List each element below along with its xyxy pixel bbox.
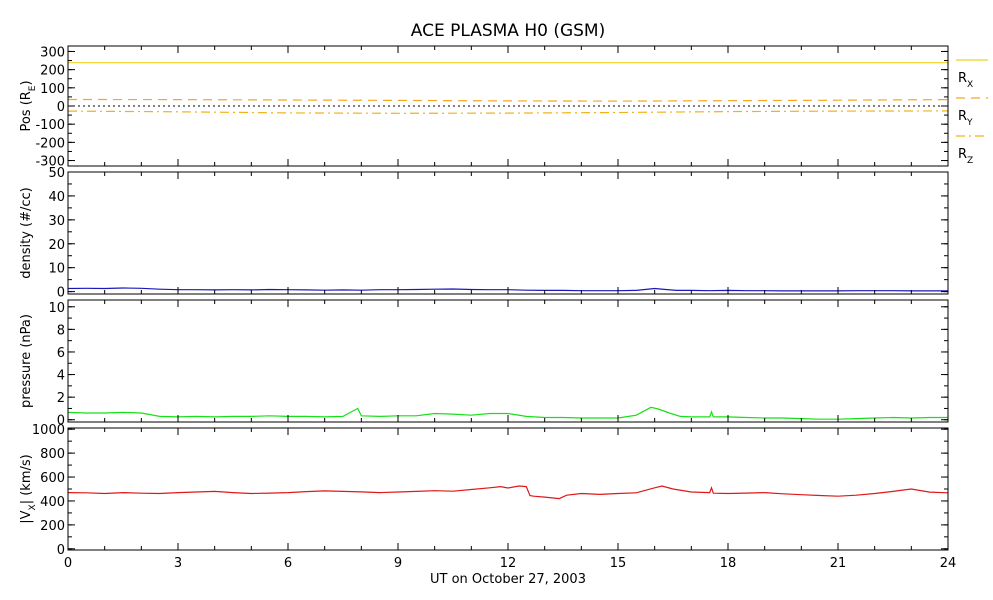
x-axis-label: UT on October 27, 2003 — [430, 572, 586, 587]
y-label-subscript: E — [28, 85, 38, 91]
pressure-panel: 10 8 6 4 2 0 pressure (nPa) — [19, 299, 949, 429]
y-label-text: |V — [19, 510, 34, 523]
legend-label-text: R — [958, 109, 967, 124]
y-label-subscript: X — [28, 504, 38, 510]
position-y-label: Pos (RE) — [19, 80, 38, 131]
y-tick-label: 40 — [48, 190, 65, 205]
x-tick-label: 9 — [394, 556, 402, 571]
y-label-tail: | (km/s) — [19, 454, 34, 504]
y-tick-label: 200 — [40, 64, 65, 79]
position-series-line-1 — [67, 98, 949, 102]
x-tick-label: 15 — [610, 556, 627, 571]
legend-label: RX — [958, 71, 973, 90]
x-tick-label: 21 — [830, 556, 847, 571]
y-tick-label: 8 — [57, 323, 65, 338]
density-y-ticks: 50 40 30 20 10 0 — [48, 166, 948, 301]
y-tick-label: 50 — [48, 166, 65, 181]
x-tick-label: 6 — [284, 556, 292, 571]
x-tick-label: 24 — [940, 556, 957, 571]
x-axis-ticks: 0 3 6 9 12 15 18 21 24 — [64, 46, 956, 571]
y-label-text: density (#/cc) — [19, 187, 34, 279]
position-series-line-2 — [67, 110, 949, 114]
velocity-series — [67, 485, 949, 500]
y-tick-label: 4 — [57, 369, 65, 384]
y-tick-label: 30 — [48, 214, 65, 229]
y-tick-label: 400 — [40, 495, 65, 510]
y-tick-label: 800 — [40, 447, 65, 462]
legend-label-text: R — [958, 71, 967, 86]
y-tick-label: 2 — [57, 391, 65, 406]
pressure-series — [67, 406, 948, 420]
legend-label-subscript: Z — [967, 156, 973, 166]
y-tick-label: 0 — [57, 414, 65, 429]
density-series — [67, 287, 948, 292]
x-tick-label: 3 — [174, 556, 182, 571]
density-plot-frame — [67, 171, 949, 295]
y-tick-label: 6 — [57, 346, 65, 361]
y-tick-label: -100 — [35, 118, 65, 133]
x-tick-label: 0 — [64, 556, 72, 571]
y-tick-label: 0 — [57, 100, 65, 115]
density-series-line-0 — [67, 287, 948, 292]
y-tick-label: -200 — [35, 136, 65, 151]
y-label-tail: ) — [19, 80, 34, 85]
velocity-panel: 1000 800 600 400 200 0 |VX| (km/s) — [19, 423, 949, 558]
pressure-plot-frame — [67, 299, 949, 423]
y-tick-label: 1000 — [32, 423, 65, 438]
velocity-series-line-0 — [67, 485, 949, 500]
pressure-y-ticks: 10 8 6 4 2 0 — [48, 301, 948, 429]
legend-label-subscript: Y — [966, 118, 973, 128]
legend-label-text: R — [958, 147, 967, 162]
y-tick-label: 600 — [40, 471, 65, 486]
y-tick-label: 0 — [57, 286, 65, 301]
y-label-text: pressure (nPa) — [19, 314, 34, 408]
x-tick-label: 12 — [500, 556, 517, 571]
density-y-label: density (#/cc) — [19, 187, 34, 279]
velocity-y-label: |VX| (km/s) — [19, 454, 38, 523]
y-tick-label: 20 — [48, 238, 65, 253]
y-tick-label: 100 — [40, 82, 65, 97]
legend-label: RZ — [958, 147, 973, 166]
velocity-plot-frame — [67, 427, 949, 551]
position-y-ticks: 300 200 100 0 -100 -200 -300 — [35, 45, 948, 170]
y-tick-label: 0 — [57, 543, 65, 558]
velocity-y-ticks: 1000 800 600 400 200 0 — [32, 423, 948, 558]
pressure-y-label: pressure (nPa) — [19, 314, 34, 408]
pressure-series-line-0 — [67, 406, 948, 420]
y-label-text: Pos (R — [19, 91, 34, 131]
legend-label-subscript: X — [967, 80, 973, 90]
y-tick-label: -300 — [35, 155, 65, 170]
legend-label: RY — [958, 109, 973, 128]
x-tick-label: 18 — [720, 556, 737, 571]
y-tick-label: 300 — [40, 45, 65, 60]
position-series — [67, 62, 949, 114]
y-tick-label: 10 — [48, 262, 65, 277]
y-tick-label: 200 — [40, 519, 65, 534]
chart-title: ACE PLASMA H0 (GSM) — [411, 21, 605, 41]
y-tick-label: 10 — [48, 301, 65, 316]
density-panel: 50 40 30 20 10 0 density (#/cc) — [19, 166, 949, 301]
